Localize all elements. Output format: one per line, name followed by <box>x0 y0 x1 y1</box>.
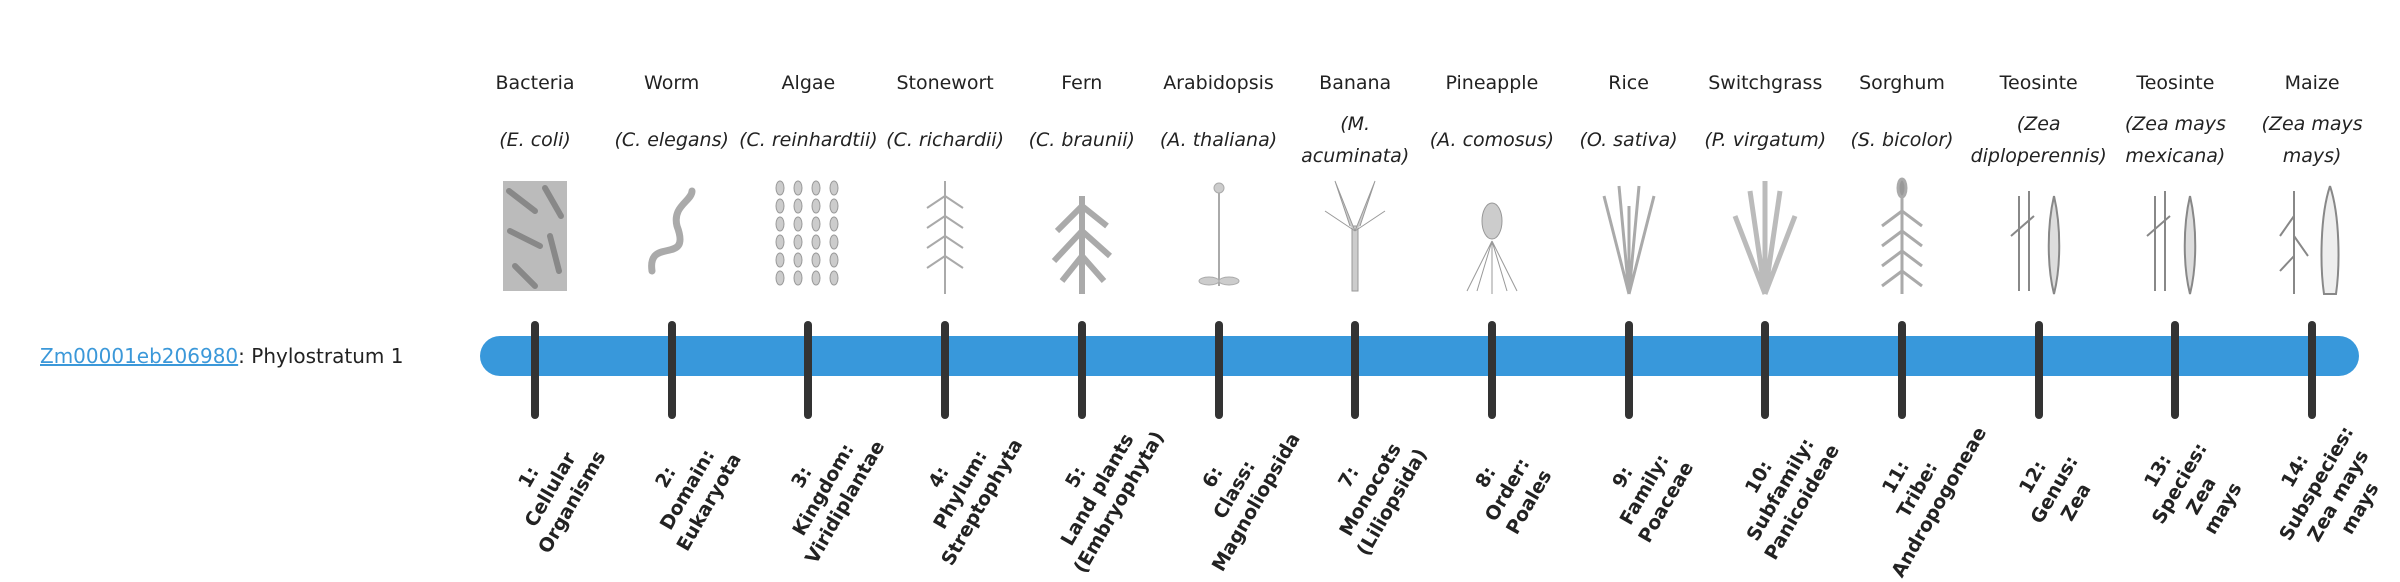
species-text: (A. thaliana) <box>1159 129 1278 151</box>
taxonomic-rank-label: 12: Genus: Zea <box>2004 439 2106 541</box>
stratum-tick <box>1214 321 1223 419</box>
organism-species-name: (C. richardii) <box>875 106 1015 174</box>
gene-id-link[interactable]: Zm00001eb206980 <box>40 344 239 368</box>
organism-common-name: Switchgrass <box>1708 72 1823 94</box>
organism-common-name: Sorghum <box>1859 72 1945 94</box>
organism-common-name: Maize <box>2284 72 2340 94</box>
stratum-tick <box>1761 321 1770 419</box>
stratum-tick <box>941 321 950 419</box>
organism-common-name: Stonewort <box>896 72 994 94</box>
organism-species-name: (C. elegans) <box>602 106 742 174</box>
species-text: (S. bicolor) <box>1850 129 1954 151</box>
taxonomic-rank-label: 9: Family: Poaceae <box>1590 432 1700 547</box>
organism-common-name: Pineapple <box>1445 72 1539 94</box>
stratum-tick <box>2308 321 2317 419</box>
taxonomic-rank-label: 1: Cellular Organisms <box>490 422 612 559</box>
stratum-tick <box>1077 321 1086 419</box>
species-text: (C. reinhardtii) <box>739 129 878 151</box>
sorghum-icon <box>1881 177 1923 294</box>
organism-species-name: (A. thaliana) <box>1149 106 1289 174</box>
organism-species-name: (E. coli) <box>465 106 605 174</box>
species-text: (C. richardii) <box>886 129 1004 151</box>
teosinte-icon <box>2010 191 2060 295</box>
taxonomic-rank-label: 13: Species: Zea mays <box>2126 426 2257 554</box>
species-text: (E. coli) <box>499 129 571 151</box>
organism-common-name: Fern <box>1061 72 1103 94</box>
stratum-tick <box>1898 321 1906 419</box>
species-text: (A. comosus) <box>1429 129 1555 151</box>
stratum-tick <box>667 321 676 419</box>
banana-plant-icon <box>1324 180 1386 292</box>
organism-species-name: (C. braunii) <box>1012 106 1152 174</box>
stratum-tick <box>1351 321 1360 419</box>
species-text: (C. braunii) <box>1028 129 1135 151</box>
stratum-tick <box>2034 321 2043 419</box>
species-text: (Zea mays mays) <box>2261 113 2363 167</box>
organism-species-name: (S. bicolor) <box>1832 106 1972 174</box>
taxonomic-rank-label: 6: Class: Magnoliopsida <box>1163 404 1306 576</box>
taxonomic-rank-label: 10: Subfamily: Panicoideae <box>1716 415 1846 564</box>
algae-icon <box>775 180 839 286</box>
phylostratum-timeline-bar <box>480 336 2359 376</box>
organism-species-name: (C. reinhardtii) <box>738 106 878 174</box>
organism-common-name: Banana <box>1319 72 1392 94</box>
stratum-tick <box>1624 321 1633 419</box>
organism-species-name: (Zea diploperennis) <box>1969 106 2109 174</box>
taxonomic-rank-label: 2: Domain: Eukaryota <box>628 424 747 556</box>
teosinte-icon <box>2146 191 2197 295</box>
bacteria-icon <box>503 181 567 291</box>
taxonomic-rank-label: 14: Subspecies: Zea mays mays <box>2253 409 2400 570</box>
species-text: (M. acuminata) <box>1301 113 1410 167</box>
organism-species-name: (O. sativa) <box>1559 106 1699 174</box>
phylostratum-text: : Phylostratum 1 <box>238 344 404 368</box>
species-text: (C. elegans) <box>614 129 729 151</box>
organism-common-name: Teosinte <box>1999 72 2078 94</box>
species-text: (O. sativa) <box>1579 129 1678 151</box>
switchgrass-icon <box>1732 181 1798 295</box>
fern-icon <box>1051 196 1112 294</box>
organism-common-name: Rice <box>1608 72 1649 94</box>
organism-common-name: Arabidopsis <box>1163 72 1274 94</box>
organism-common-name: Worm <box>644 72 700 94</box>
stratum-tick <box>1487 321 1496 419</box>
taxonomic-rank-label: 3: Kingdom: Viridiplantae <box>757 411 891 568</box>
worm-icon <box>647 187 696 275</box>
stratum-tick <box>804 321 813 419</box>
organism-common-name: Algae <box>781 72 836 94</box>
organism-species-name: (Zea mays mays) <box>2242 106 2382 174</box>
pineapple-icon <box>1466 202 1518 294</box>
rice-icon <box>1602 185 1656 295</box>
taxonomic-rank-label: 7: Monocots (Liliopsida) <box>1309 419 1434 560</box>
maize-icon <box>2279 185 2340 295</box>
taxonomic-rank-label: 8: Order: Poales <box>1458 441 1558 540</box>
taxonomic-rank-label: 4: Phylum: Streptophyta <box>893 410 1029 571</box>
organism-species-name: (Zea mays mexicana) <box>2105 106 2245 174</box>
gene-label: Zm00001eb206980: Phylostratum 1 <box>40 340 403 372</box>
organism-species-name: (A. comosus) <box>1422 106 1562 174</box>
stonewort-icon <box>926 181 964 294</box>
stratum-tick <box>531 321 539 419</box>
species-text: (P. virgatum) <box>1704 129 1827 151</box>
organism-common-name: Teosinte <box>2136 72 2215 94</box>
taxonomic-rank-label: 5: Land plants (Embryophyta) <box>1025 402 1170 578</box>
organism-species-name: (M. acuminata) <box>1285 106 1425 174</box>
organism-species-name: (P. virgatum) <box>1695 106 1835 174</box>
species-text: (Zea diploperennis) <box>1970 113 2107 167</box>
stratum-tick <box>2171 321 2180 419</box>
arabidopsis-icon <box>1198 182 1239 286</box>
species-text: (Zea mays mexicana) <box>2124 113 2226 167</box>
organism-common-name: Bacteria <box>495 72 575 94</box>
taxonomic-rank-label: 11: Tribe: Andropogoneae <box>1843 398 1993 582</box>
